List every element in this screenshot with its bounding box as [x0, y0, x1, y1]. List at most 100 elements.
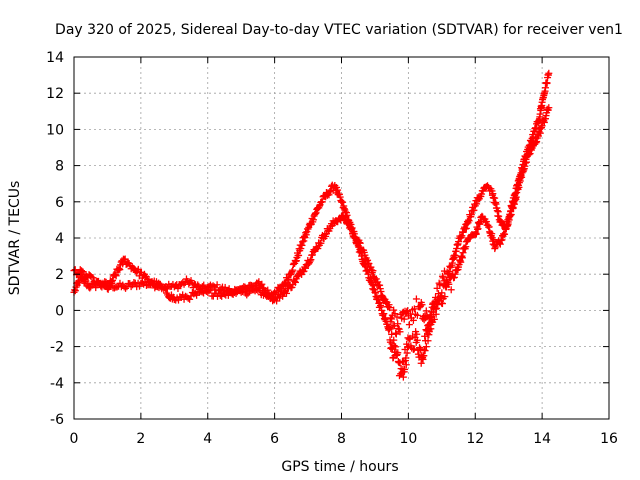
data-point-interp [497, 217, 505, 225]
data-point-interp [194, 281, 202, 289]
data-point-interp [433, 284, 441, 292]
data-point-interp [422, 343, 430, 351]
y-tick-label: 8 [55, 159, 64, 175]
data-point-interp [393, 313, 401, 321]
data-point-interp [422, 307, 430, 315]
y-tick-label: 10 [46, 122, 64, 138]
data-point-interp [108, 278, 116, 286]
data-point-interp [205, 287, 213, 295]
data-point-interp [432, 310, 440, 318]
data-point-interp [445, 280, 453, 288]
data-point-interp [111, 271, 119, 279]
x-tick-label: 14 [533, 431, 551, 447]
data-point [103, 285, 111, 293]
data-point [525, 151, 533, 159]
grid-lines [74, 57, 609, 419]
data-point-interp [482, 218, 490, 226]
data-point-interp [350, 228, 358, 236]
data-point-interp [435, 279, 443, 287]
data-point-interp [301, 264, 309, 272]
data-point-interp [426, 313, 434, 321]
data-point [455, 238, 463, 246]
data-point [120, 256, 128, 264]
x-tick-label: 8 [337, 431, 346, 447]
data-point-interp [306, 257, 314, 265]
y-tick-label: 12 [46, 86, 64, 102]
data-point-interp [186, 295, 194, 303]
y-axis-ticks: -6 -4 -2 0 2 4 6 8 10 12 14 [46, 50, 609, 428]
x-tick-label: 2 [136, 431, 145, 447]
data-point-interp [112, 272, 120, 280]
data-point-interp [413, 336, 421, 344]
data-point-interp [388, 315, 396, 323]
x-tick-label: 6 [270, 431, 279, 447]
data-point-interp [315, 202, 323, 210]
data-point-interp [356, 239, 364, 247]
data-point-interp [392, 329, 400, 337]
data-point-interp [71, 287, 79, 295]
data-point-interp [314, 244, 322, 252]
x-axis-ticks: 0 2 4 6 8 10 12 14 16 [70, 57, 618, 447]
data-point-interp [318, 198, 326, 206]
data-point-interp [288, 268, 296, 276]
x-tick-label: 10 [399, 431, 417, 447]
y-tick-label: 0 [55, 303, 64, 319]
data-point-interp [200, 281, 208, 289]
data-point-interp [474, 225, 482, 233]
data-point-interp [496, 240, 504, 248]
data-point [495, 212, 503, 220]
data-point-interp [532, 127, 540, 135]
data-point-interp [438, 272, 446, 280]
data-point-interp [109, 276, 117, 284]
y-axis-label: SDTVAR / TECUs [7, 181, 23, 296]
data-point-interp [289, 266, 297, 274]
data-point-interp [472, 230, 480, 238]
data-point-interp [396, 328, 404, 336]
data-point-interp [307, 256, 315, 264]
data-point-interp [287, 271, 295, 279]
data-point-interp [364, 256, 372, 264]
data-point-interp [409, 316, 417, 324]
data-point-interp [402, 354, 410, 362]
data-point-interp [326, 188, 334, 196]
data-point-interp [438, 289, 446, 297]
data-point [311, 210, 319, 218]
data-point-interp [155, 279, 163, 287]
data-point-interp [392, 330, 400, 338]
data-point-interp [484, 182, 492, 190]
data-point-interp [470, 206, 478, 214]
data-point-interp [399, 373, 407, 381]
data-point-interp [465, 217, 473, 225]
data-point-interp [394, 320, 402, 328]
data-point-interp [403, 349, 411, 357]
data-point-interp [74, 269, 82, 277]
data-point-interp [405, 335, 413, 343]
data-point-interp [105, 283, 113, 291]
data-point-interp [410, 345, 418, 353]
data-point-interp [402, 361, 410, 369]
data-point-interp [447, 286, 455, 294]
data-point-interp [295, 251, 303, 259]
data-point-interp [325, 191, 333, 199]
data-point-interp [174, 285, 182, 293]
data-point-interp [345, 219, 353, 227]
data-point-interp [242, 285, 250, 293]
y-tick-label: 4 [55, 231, 64, 247]
data-point [304, 225, 312, 233]
data-point-interp [291, 278, 299, 286]
data-point-interp [213, 281, 221, 289]
data-point-interp [527, 145, 535, 153]
data-point-interp [342, 214, 350, 222]
data-point-interp [372, 275, 380, 283]
data-point-interp [438, 300, 446, 308]
data-point [545, 104, 553, 112]
data-point-interp [394, 349, 402, 357]
data-point-interp [282, 280, 290, 288]
data-point-interp [400, 315, 408, 323]
data-point-interp [369, 267, 377, 275]
data-point-interp [130, 279, 138, 287]
data-point-interp [417, 302, 425, 310]
data-point-interp [317, 239, 325, 247]
data-point-interp [282, 289, 290, 297]
